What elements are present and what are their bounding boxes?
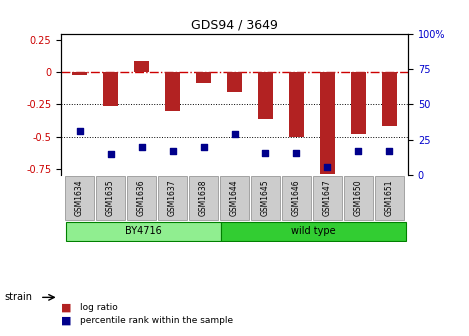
Text: GSM1645: GSM1645 — [261, 180, 270, 216]
Bar — [227, 72, 242, 92]
Text: percentile rank within the sample: percentile rank within the sample — [80, 317, 233, 325]
FancyBboxPatch shape — [282, 176, 311, 220]
Point — [169, 149, 176, 154]
FancyBboxPatch shape — [375, 176, 404, 220]
Bar — [134, 61, 149, 72]
Point — [200, 144, 207, 150]
Bar — [72, 72, 87, 75]
Title: GDS94 / 3649: GDS94 / 3649 — [191, 18, 278, 31]
Bar — [165, 72, 180, 111]
FancyBboxPatch shape — [96, 176, 125, 220]
Point — [386, 149, 393, 154]
Point — [76, 129, 83, 134]
FancyBboxPatch shape — [127, 176, 156, 220]
FancyBboxPatch shape — [220, 176, 249, 220]
FancyBboxPatch shape — [251, 176, 280, 220]
Text: strain: strain — [5, 292, 33, 302]
Text: GSM1647: GSM1647 — [323, 180, 332, 216]
Text: BY4716: BY4716 — [125, 226, 161, 236]
Text: GSM1637: GSM1637 — [168, 180, 177, 216]
FancyBboxPatch shape — [220, 222, 407, 241]
Text: GSM1638: GSM1638 — [199, 180, 208, 216]
Bar — [258, 72, 273, 119]
Bar — [289, 72, 304, 137]
Point — [355, 149, 362, 154]
FancyBboxPatch shape — [313, 176, 342, 220]
Point — [324, 164, 331, 169]
FancyBboxPatch shape — [344, 176, 373, 220]
Text: GSM1651: GSM1651 — [385, 180, 394, 216]
Text: ■: ■ — [61, 302, 71, 312]
Point — [262, 150, 269, 155]
Bar — [382, 72, 397, 126]
FancyBboxPatch shape — [66, 222, 220, 241]
Point — [293, 150, 300, 155]
Bar — [103, 72, 118, 106]
Point — [138, 144, 145, 150]
Text: wild type: wild type — [291, 226, 336, 236]
Text: GSM1636: GSM1636 — [137, 180, 146, 216]
Bar — [196, 72, 211, 83]
FancyBboxPatch shape — [189, 176, 218, 220]
Bar — [320, 72, 335, 174]
Point — [231, 131, 238, 137]
Text: GSM1635: GSM1635 — [106, 180, 115, 216]
Text: GSM1644: GSM1644 — [230, 180, 239, 216]
Text: log ratio: log ratio — [80, 303, 117, 312]
Text: GSM1634: GSM1634 — [75, 180, 84, 216]
Point — [107, 152, 114, 157]
Bar — [351, 72, 366, 134]
Text: GSM1650: GSM1650 — [354, 180, 363, 216]
Text: GSM1646: GSM1646 — [292, 180, 301, 216]
Text: ■: ■ — [61, 316, 71, 326]
FancyBboxPatch shape — [65, 176, 94, 220]
FancyBboxPatch shape — [158, 176, 187, 220]
